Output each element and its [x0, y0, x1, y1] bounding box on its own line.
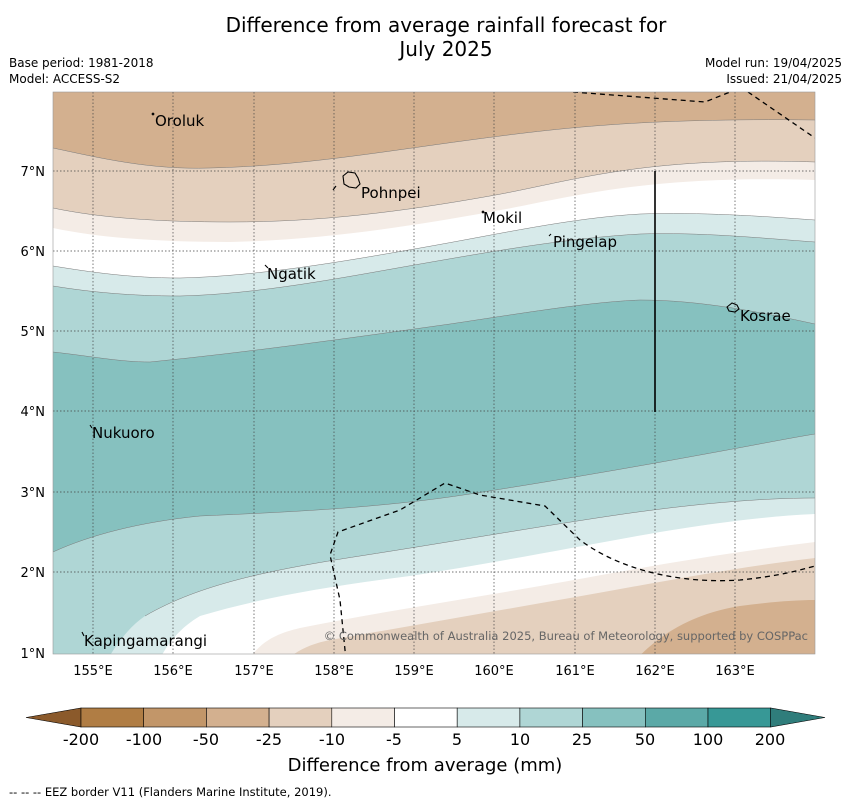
run-info: Model run: 19/04/2025 Issued: 21/04/2025 [705, 55, 842, 87]
map-title: Difference from average rainfall forecas… [0, 13, 850, 61]
lon-label: 161°E [555, 664, 595, 679]
map-plot-area: Oroluk Pohnpei Mokil Pingelap Ngatik Kos… [53, 92, 815, 654]
colorbar-swatch [268, 707, 333, 728]
colorbar-tick: -10 [319, 730, 345, 749]
colorbar-tick: 200 [755, 730, 786, 749]
colorbar-tick: -50 [193, 730, 219, 749]
colorbar-swatch [519, 707, 583, 728]
map-frame [52, 91, 816, 655]
colorbar-title: Difference from average (mm) [287, 755, 563, 776]
colorbar-tick: 10 [510, 730, 530, 749]
lat-label: 6°N [21, 245, 46, 260]
colorbar-tick: -200 [63, 730, 99, 749]
colorbar-tick: 50 [635, 730, 655, 749]
lon-axis: 155°E 156°E 157°E 158°E 159°E 160°E 161°… [73, 664, 755, 679]
lon-label: 162°E [635, 664, 675, 679]
contour-lines [53, 119, 815, 617]
colorbar-swatch [80, 707, 145, 728]
lat-label: 1°N [21, 647, 46, 662]
place-nukuoro: Nukuoro [92, 424, 155, 442]
place-kapingamarangi: Kapingamarangi [84, 632, 207, 650]
pohnpei-island-icon [342, 171, 361, 189]
kosrae-island-icon [726, 302, 740, 313]
band-minus-50-south [641, 600, 815, 654]
pohnpei-reef-icon [332, 185, 337, 191]
place-oroluk: Oroluk [155, 112, 204, 130]
colorbar-tick: -25 [256, 730, 282, 749]
copyright-notice: © Commonwealth of Australia 2025, Bureau… [324, 629, 808, 643]
lon-label: 163°E [715, 664, 755, 679]
place-ngatik: Ngatik [267, 265, 316, 283]
title-line-2: July 2025 [399, 37, 493, 61]
lat-label: 2°N [21, 566, 46, 581]
lon-label: 155°E [73, 664, 113, 679]
issued-text: Issued: 21/04/2025 [726, 72, 842, 86]
kapingamarangi-island-icon [81, 631, 85, 637]
colorbar-tick: -5 [386, 730, 402, 749]
colorbar-extend-low [25, 707, 82, 728]
eez-legend-note: -- -- -- EEZ border V11 (Flanders Marine… [9, 785, 332, 799]
islands [81, 112, 740, 637]
nukuoro-island-icon [89, 424, 93, 429]
title-line-1: Difference from average rainfall forecas… [225, 13, 667, 37]
eez-border [329, 92, 815, 654]
pingelap-island-icon [548, 233, 552, 237]
mokil-island-icon [481, 210, 485, 214]
colorbar-swatch [644, 707, 709, 728]
colorbar-swatch [394, 707, 458, 728]
colorbar-tick: 25 [572, 730, 592, 749]
lat-axis: 7°N 6°N 5°N 4°N 3°N 2°N 1°N [21, 165, 46, 662]
colorbar-swatch [143, 707, 207, 728]
base-period-text: Base period: 1981-2018 [9, 56, 154, 70]
lon-label: 157°E [234, 664, 274, 679]
place-labels: Oroluk Pohnpei Mokil Pingelap Ngatik Kos… [84, 112, 791, 650]
model-text: Model: ACCESS-S2 [9, 72, 121, 86]
place-mokil: Mokil [483, 209, 522, 227]
base-info: Base period: 1981-2018 Model: ACCESS-S2 [9, 55, 154, 87]
lon-label: 156°E [153, 664, 193, 679]
oroluk-island-icon [151, 112, 155, 116]
colorbar-swatch [582, 707, 646, 728]
colorbar-swatch [707, 707, 772, 728]
lat-label: 5°N [21, 325, 46, 340]
colorbar-extend-high [770, 707, 826, 728]
colorbar-tick: -100 [126, 730, 162, 749]
lat-label: 7°N [21, 165, 46, 180]
colorbar-swatch [206, 707, 270, 728]
lon-label: 158°E [314, 664, 354, 679]
lon-label: 160°E [474, 664, 514, 679]
colorbar-tick-labels: -200 -100 -50 -25 -10 -5 5 10 25 50 100 … [63, 730, 785, 749]
place-kosrae: Kosrae [740, 307, 791, 325]
lat-label: 3°N [21, 486, 46, 501]
place-pingelap: Pingelap [553, 233, 617, 251]
place-pohnpei: Pohnpei [361, 184, 421, 202]
colorbar-swatch [331, 707, 395, 728]
colorbar-swatch [456, 707, 521, 728]
colorbar [25, 707, 826, 728]
model-run-text: Model run: 19/04/2025 [704, 56, 842, 70]
ngatik-island-icon [264, 264, 269, 269]
lon-label: 159°E [394, 664, 434, 679]
colorbar-tick: 5 [452, 730, 462, 749]
colorbar-tick: 100 [693, 730, 724, 749]
lat-label: 4°N [21, 405, 46, 420]
